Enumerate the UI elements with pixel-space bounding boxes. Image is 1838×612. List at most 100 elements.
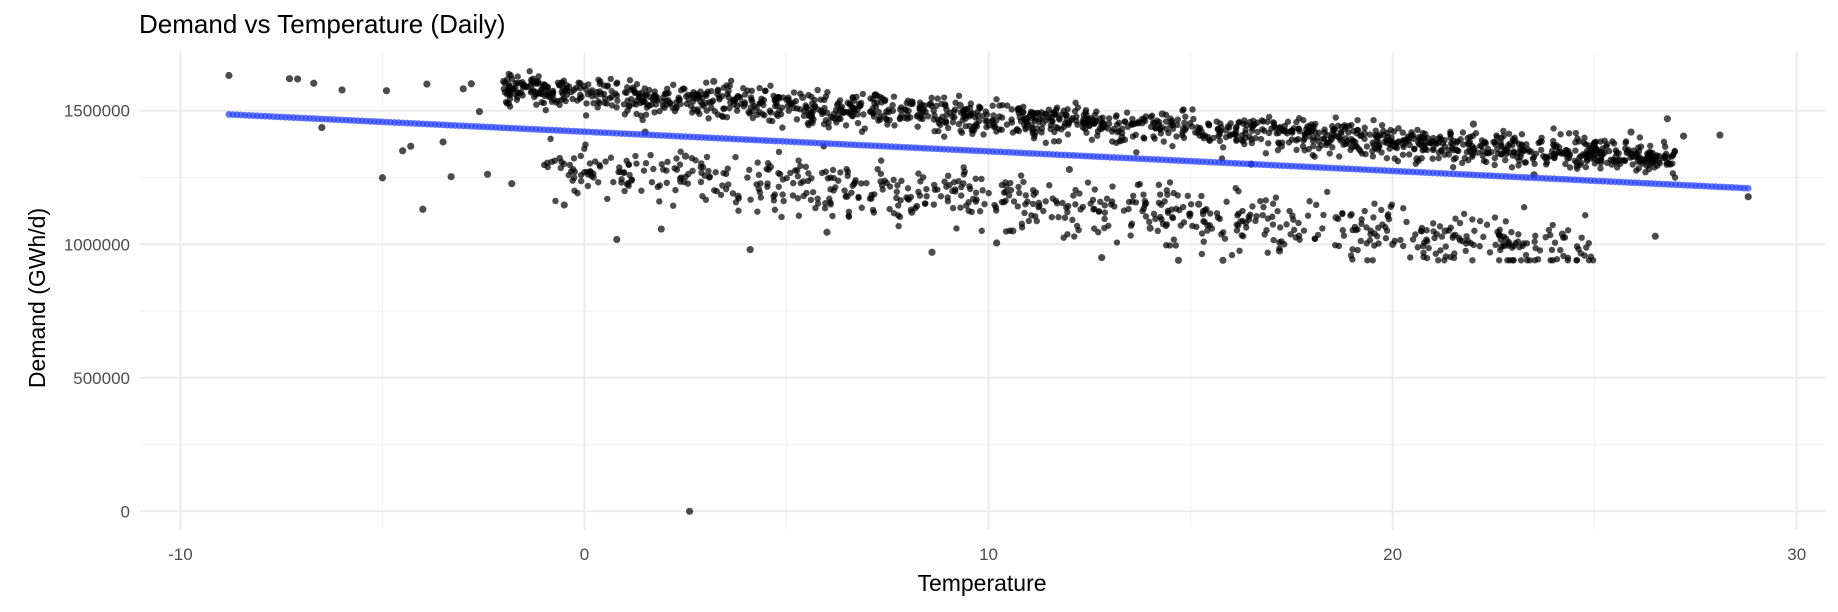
observed-point: [1390, 128, 1398, 135]
observed-point: [1127, 232, 1134, 239]
observed-point: [1324, 139, 1331, 146]
observed-point: [1349, 246, 1356, 253]
observed-point: [753, 181, 760, 188]
observed-point: [725, 87, 732, 95]
observed-point: [1665, 154, 1672, 162]
observed-point: [1071, 233, 1078, 240]
observed-point: [794, 173, 802, 180]
observed-point: [923, 185, 930, 193]
observed-point: [1536, 247, 1544, 254]
observed-point: [1597, 150, 1605, 158]
observed-point: [1172, 242, 1179, 249]
observed-point: [596, 163, 604, 170]
observed-point: [978, 175, 985, 183]
observed-point: [1647, 142, 1654, 150]
observed-point: [566, 161, 574, 169]
observed-point: [1383, 154, 1391, 162]
observed-point: [962, 123, 969, 130]
observed-point: [725, 94, 732, 101]
observed-point: [955, 92, 963, 100]
observed-point: [1207, 210, 1214, 217]
observed-point: [673, 99, 680, 106]
observed-point: [1101, 209, 1109, 216]
observed-point: [1517, 257, 1525, 264]
observed-point: [1125, 205, 1132, 213]
observed-point: [514, 79, 521, 87]
observed-point: [528, 78, 536, 85]
observed-point: [1560, 252, 1567, 260]
observed-point: [1409, 236, 1417, 243]
observed-point: [1585, 257, 1593, 264]
observed-point: [1597, 165, 1604, 172]
observed-point: [783, 96, 790, 104]
observed-point: [723, 82, 730, 89]
observed-point: [606, 94, 614, 102]
observed-point: [893, 188, 901, 195]
observed-point: [1064, 131, 1072, 138]
observed-point: [903, 100, 910, 107]
observed-point: [766, 163, 774, 171]
observed-point: [1588, 149, 1595, 157]
observed-point: [756, 84, 763, 92]
observed-point: [1279, 127, 1287, 135]
observed-point: [937, 121, 944, 129]
observed-point: [1716, 131, 1724, 139]
observed-point: [1408, 132, 1415, 139]
observed-point: [1195, 200, 1203, 208]
fitted-points: [225, 111, 1752, 192]
observed-point: [854, 119, 862, 127]
observed-point: [1645, 149, 1653, 156]
observed-point: [651, 109, 658, 116]
observed-point: [1506, 257, 1514, 264]
observed-point: [1002, 179, 1009, 186]
observed-point: [855, 100, 863, 107]
observed-point: [1435, 135, 1442, 142]
observed-point: [1072, 99, 1079, 106]
observed-point: [1064, 106, 1071, 113]
observed-point: [979, 187, 986, 194]
observed-point: [800, 192, 807, 200]
observed-point: [930, 107, 937, 114]
observed-point: [937, 193, 945, 200]
observed-point: [972, 175, 979, 182]
observed-point: [1029, 200, 1037, 208]
observed-point: [961, 112, 969, 119]
observed-point: [1461, 154, 1469, 162]
observed-point: [658, 161, 665, 168]
observed-point: [1186, 210, 1193, 218]
observed-point: [725, 181, 732, 188]
observed-point: [1335, 242, 1343, 250]
observed-point: [895, 222, 902, 230]
observed-point: [938, 100, 945, 108]
observed-point: [1455, 234, 1463, 242]
observed-point: [1219, 256, 1227, 264]
observed-point: [1486, 249, 1494, 256]
observed-point: [808, 100, 816, 107]
observed-point: [447, 173, 455, 181]
observed-point: [1098, 254, 1106, 262]
observed-point: [1492, 139, 1499, 146]
observed-point: [1423, 227, 1430, 234]
observed-point: [1249, 203, 1256, 210]
observed-point: [1030, 191, 1037, 198]
observed-point: [972, 189, 980, 196]
observed-point: [1306, 198, 1313, 205]
observed-point: [697, 178, 705, 186]
observed-point: [672, 186, 679, 194]
observed-point: [872, 103, 880, 111]
observed-point: [944, 194, 951, 201]
observed-point: [680, 85, 687, 92]
observed-point: [624, 107, 631, 114]
observed-point: [650, 95, 658, 103]
observed-point: [1030, 135, 1038, 142]
observed-point: [703, 153, 711, 161]
observed-point: [1354, 116, 1361, 124]
observed-point: [1296, 128, 1303, 135]
observed-point: [859, 90, 867, 98]
observed-point: [1029, 109, 1037, 118]
observed-point: [1216, 137, 1224, 145]
observed-point: [998, 126, 1005, 133]
observed-point: [1662, 143, 1669, 150]
observed-point: [1542, 161, 1550, 168]
observed-point: [897, 106, 904, 113]
